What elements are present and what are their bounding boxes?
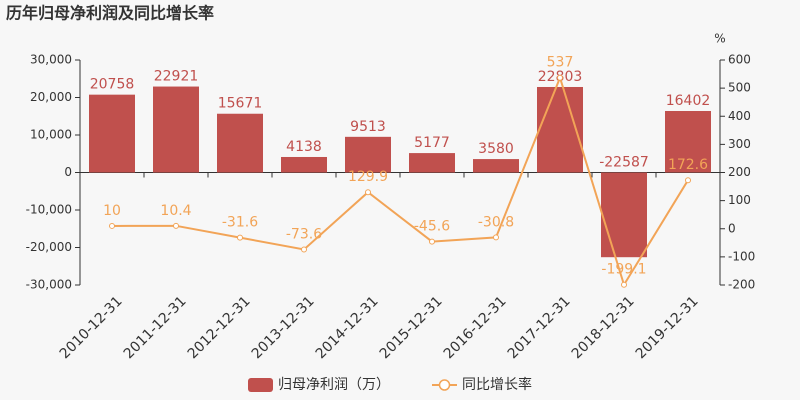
bar-label: 4138 [286, 139, 322, 155]
x-tick-label: 2015-12-31 [377, 293, 446, 362]
x-tick-label: 2011-12-31 [121, 293, 190, 362]
line-label: -31.6 [222, 215, 258, 231]
x-tick-label: 2013-12-31 [249, 293, 318, 362]
line-point [429, 238, 435, 245]
y-tick-label: -20,000 [26, 240, 72, 254]
bar [601, 172, 647, 258]
line-point [493, 234, 499, 241]
bar-label: 9513 [350, 119, 386, 135]
legend-swatch [248, 378, 273, 392]
line-label: 10 [103, 203, 121, 219]
legend-label: 归母净利润（万） [278, 376, 390, 393]
bar [473, 159, 519, 173]
x-tick-label: 2010-12-31 [57, 293, 126, 362]
x-tick-label: 2017-12-31 [505, 293, 574, 362]
bar-label: 22921 [154, 69, 199, 85]
line-label: 129.9 [348, 169, 388, 185]
line-label: 537 [547, 55, 574, 71]
line-label: -73.6 [286, 226, 322, 242]
line-point [621, 281, 627, 288]
bar-label: 5177 [414, 135, 450, 151]
y2-tick-label: 100 [728, 193, 751, 207]
line-point [557, 74, 563, 81]
x-tick-label: 2012-12-31 [185, 293, 254, 362]
x-tick-label: 2018-12-31 [569, 293, 638, 362]
y2-tick-label: 600 [728, 53, 751, 67]
y-tick-label: -10,000 [26, 203, 72, 217]
line-point [301, 246, 307, 253]
line [111, 74, 689, 288]
bar-label: 20758 [90, 77, 135, 93]
y2-tick-label: 500 [728, 81, 751, 95]
bar [153, 86, 199, 173]
line-point [365, 189, 371, 196]
bar [281, 156, 327, 173]
line-label: 10.4 [160, 203, 191, 219]
y-tick-label: 10,000 [30, 128, 72, 142]
x-tick-label: 2014-12-31 [313, 293, 382, 362]
bar [665, 110, 711, 173]
bar [409, 153, 455, 173]
line-label: -30.8 [478, 214, 514, 230]
line-label: -45.6 [414, 219, 450, 235]
y-tick-label: 20,000 [30, 90, 72, 104]
y2-unit: % [714, 32, 725, 46]
bar-label: 15671 [218, 96, 263, 112]
x-tick-label: 2019-12-31 [633, 293, 702, 362]
y-tick-label: -30,000 [26, 278, 72, 292]
y2-tick-label: 300 [728, 137, 751, 151]
line-point [109, 222, 115, 229]
y2-tick-label: 0 [728, 221, 736, 235]
line-point [173, 222, 179, 229]
chart-title: 历年归母净利润及同比增长率 [6, 4, 214, 23]
line-label: -199.1 [601, 262, 646, 278]
bar [89, 94, 135, 173]
legend-label: 同比增长率 [462, 376, 532, 393]
bar-label: 3580 [478, 141, 514, 157]
line-point [237, 234, 243, 241]
y2-tick-label: 200 [728, 165, 751, 179]
legend-swatch [438, 379, 451, 391]
bar-label: 16402 [666, 93, 711, 109]
line-point [685, 177, 691, 184]
line-label: 172.6 [668, 157, 708, 173]
y-tick-label: 0 [64, 165, 72, 179]
x-tick-label: 2016-12-31 [441, 293, 510, 362]
bar-label: -22587 [599, 155, 649, 171]
y2-tick-label: 400 [728, 109, 751, 123]
y-tick-label: 30,000 [30, 53, 72, 67]
bar [345, 136, 391, 173]
bar [217, 113, 263, 173]
y2-tick-label: -200 [728, 278, 755, 292]
y2-tick-label: -100 [728, 249, 755, 263]
